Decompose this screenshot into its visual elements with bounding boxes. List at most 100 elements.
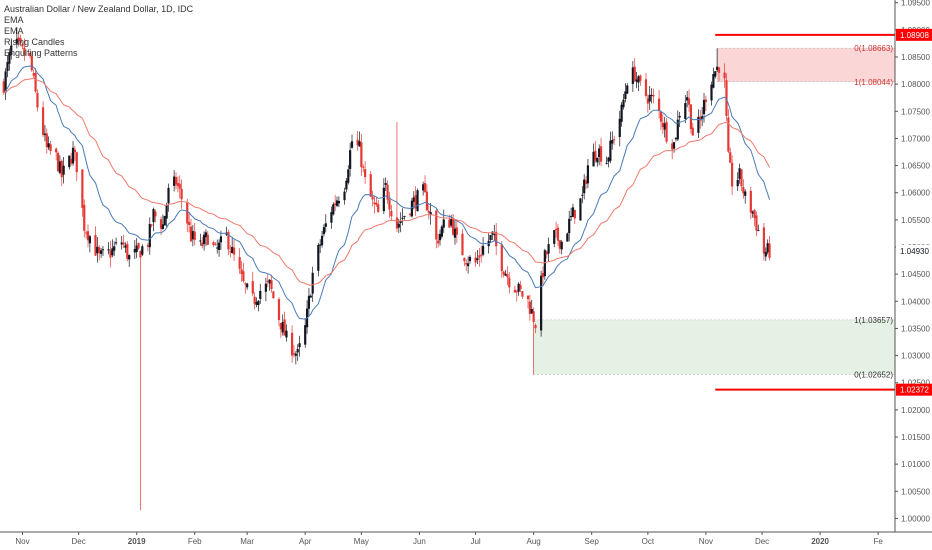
candle-body (764, 251, 767, 257)
time-tick-label: 2020 (811, 537, 829, 546)
level-badge-0-label: 1.08908 (900, 31, 929, 40)
price-levels (715, 33, 895, 391)
candle (547, 237, 550, 262)
candle-body (605, 162, 608, 164)
candle (573, 209, 576, 225)
candle-body (347, 169, 350, 183)
legend-engulfing-patterns[interactable]: Engulfing Patterns (4, 48, 78, 58)
price-tick-label: 1.05500 (901, 216, 930, 225)
candle (330, 206, 333, 229)
candle-body (663, 123, 666, 130)
candle (100, 248, 103, 258)
candle (201, 236, 204, 249)
candle-body (526, 295, 530, 300)
candle (227, 229, 230, 256)
candle-body (251, 281, 254, 294)
candle-body (373, 202, 376, 205)
candle (738, 163, 741, 184)
candle (176, 176, 179, 193)
candle-body (684, 103, 687, 119)
candle (146, 242, 150, 252)
candle-body (307, 295, 311, 309)
candle-body (124, 245, 127, 248)
chart-legend: Australian Dollar / New Zealand Dollar, … (4, 4, 193, 59)
price-tick-label: 1.06500 (901, 162, 930, 171)
candle (534, 323, 537, 334)
candle-body (242, 271, 245, 282)
candle-body (17, 37, 20, 41)
candle-body (141, 246, 144, 255)
candle (671, 138, 674, 160)
candle (504, 269, 507, 276)
candle-body (416, 190, 419, 212)
candle-body (28, 53, 32, 56)
candle (19, 34, 22, 47)
candle-body (49, 144, 52, 152)
candle-body (438, 234, 442, 241)
candle (298, 335, 301, 357)
candle-body (98, 247, 101, 254)
candle-body (257, 300, 260, 306)
candle (21, 42, 24, 50)
candle-body (500, 244, 503, 272)
price-axis[interactable]: 1.095001.090001.085001.080001.075001.070… (894, 0, 930, 532)
legend-ema-fast[interactable]: EMA (4, 15, 24, 25)
lower-zone-top-label: 1(1.03657) (854, 316, 893, 325)
candle-body (332, 204, 335, 215)
candle (45, 128, 48, 154)
price-tick-label: 1.00500 (901, 487, 930, 496)
candle-body (356, 139, 359, 146)
price-badges: 1.08908 1.02372 1.04930 (896, 28, 932, 396)
level-badge-1-label: 1.02372 (900, 386, 929, 395)
candle-body (738, 168, 741, 179)
candle-body (476, 258, 479, 261)
time-axis[interactable]: Nov Dec 2019 Feb Mar Apr May Jun Jul Aug Sep Oct Nov… (0, 531, 932, 546)
candle (188, 212, 191, 233)
candle (598, 144, 601, 166)
candle-body (672, 142, 676, 149)
candle-body (290, 332, 294, 356)
candle-body (753, 209, 756, 219)
candle (388, 191, 391, 218)
price-tick-label: 1.07500 (901, 107, 930, 116)
candle-body (88, 236, 91, 244)
candle (725, 73, 728, 122)
candle-body (6, 62, 9, 72)
candle (178, 175, 181, 199)
legend-ema-slow[interactable]: EMA (4, 26, 24, 36)
candle (294, 351, 297, 365)
candle (70, 152, 73, 166)
candle (319, 239, 322, 254)
candle-body (154, 211, 157, 217)
time-tick-label: Nov (15, 537, 29, 546)
candle-body (199, 240, 202, 242)
candle-body (317, 244, 320, 271)
candle (242, 262, 245, 283)
candle-body (403, 216, 406, 218)
candle-body (120, 242, 123, 245)
candle-body (714, 71, 717, 77)
candle (697, 109, 700, 138)
candle-body (253, 296, 256, 304)
candle-body (545, 251, 548, 255)
candle (347, 165, 350, 185)
candle-body (21, 44, 24, 47)
candle-body (335, 200, 339, 206)
candle-body (757, 230, 760, 232)
candle-body (270, 280, 273, 289)
price-tick-label: 1.09500 (901, 0, 930, 8)
candle (425, 184, 429, 212)
candle (764, 247, 767, 261)
candle-body (15, 38, 18, 44)
candle (624, 83, 627, 103)
legend-rising-candles[interactable]: Rising Candles (4, 37, 65, 47)
candle-body (107, 249, 110, 251)
candle-body (152, 209, 155, 223)
candle-body (390, 210, 393, 217)
candle (4, 68, 7, 100)
candle-body (135, 245, 138, 253)
candle (736, 172, 739, 192)
candle (270, 274, 273, 293)
candle (86, 224, 90, 248)
